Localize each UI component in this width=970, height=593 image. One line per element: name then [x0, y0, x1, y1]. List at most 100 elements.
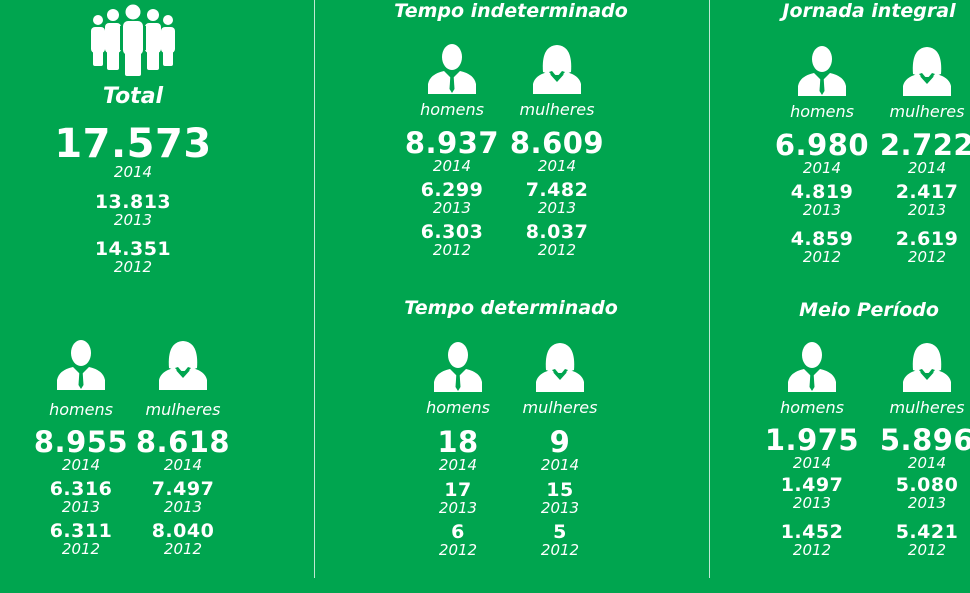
women-value-2012: 2.619	[895, 228, 959, 250]
women-label: mulheres	[889, 398, 965, 417]
divider-right	[709, 0, 710, 578]
men-year-2014: 2014	[432, 157, 472, 175]
women-value-2014: 8.609	[509, 126, 605, 160]
divider-left	[314, 0, 315, 578]
total-section: Total 17.573 2014 13.813 2013 14.351 201…	[0, 0, 314, 593]
women-year-2014: 2014	[540, 456, 580, 474]
men-value-2014: 18	[437, 425, 479, 459]
women-year-2013: 2013	[163, 498, 203, 516]
women-value-2014: 5.896	[879, 423, 970, 457]
women-year-2013: 2013	[907, 201, 947, 219]
men-value-2012: 6	[451, 521, 465, 543]
indeterminado-title: Tempo indeterminado	[394, 0, 628, 22]
men-year-2013: 2013	[432, 199, 472, 217]
men-value-2014: 6.980	[774, 128, 870, 162]
women-label: mulheres	[522, 398, 598, 417]
women-label: mulheres	[145, 400, 221, 419]
men-value-2013: 6.316	[49, 478, 113, 500]
men-value-2012: 6.311	[49, 520, 113, 542]
meio-title: Meio Período	[799, 299, 939, 321]
men-year-2012: 2012	[61, 540, 101, 558]
women-year-2014: 2014	[537, 157, 577, 175]
indeterminado-women-column: mulheres 8.609 2014 7.482 2013 8.037 201…	[502, 42, 612, 259]
women-value-2013: 7.482	[525, 179, 589, 201]
women-year-2013: 2013	[537, 199, 577, 217]
women-year-2012: 2012	[907, 541, 947, 559]
men-year-2013: 2013	[438, 499, 478, 517]
men-year-2014: 2014	[802, 159, 842, 177]
women-value-2012: 5	[553, 521, 567, 543]
determinado-women-column: mulheres 9 2014 15 2013 5 2012	[505, 340, 615, 559]
men-value-2014: 1.975	[764, 423, 860, 457]
women-value-2014: 8.618	[135, 425, 231, 459]
total-main-value: 17.573	[54, 121, 212, 167]
total-history-2012: 14.351 2012	[78, 239, 188, 276]
men-year-2012: 2012	[438, 541, 478, 559]
woman-icon	[536, 343, 584, 392]
women-value-2014: 2.722	[879, 128, 970, 162]
men-year-2014: 2014	[792, 454, 832, 472]
men-label: homens	[780, 398, 844, 417]
women-value-2012: 8.037	[525, 221, 589, 243]
women-year-2012: 2012	[907, 248, 947, 266]
man-icon	[788, 342, 836, 392]
total-main-year: 2014	[113, 163, 153, 181]
men-year-2013: 2013	[792, 494, 832, 512]
integral-women-column: mulheres 2.722 2014 2.417 2013 2.619 201…	[872, 44, 970, 266]
total-women-column: mulheres 8.618 2014 7.497 2013 8.040 201…	[128, 338, 238, 558]
total-men-column: homens 8.955 2014 6.316 2013 6.311 2012	[26, 338, 136, 558]
women-value-2013: 5.080	[895, 474, 959, 496]
total-history-year: 2013	[113, 211, 153, 229]
women-value-2013: 2.417	[895, 181, 959, 203]
men-label: homens	[49, 400, 113, 419]
meio-men-column: homens 1.975 2014 1.497 2013 1.452 2012	[757, 340, 867, 559]
woman-icon	[903, 343, 951, 392]
total-history-value: 14.351	[94, 238, 172, 260]
men-value-2013: 4.819	[790, 181, 854, 203]
men-value-2012: 1.452	[780, 521, 844, 543]
integral-men-column: homens 6.980 2014 4.819 2013 4.859 2012	[767, 44, 877, 266]
woman-icon	[159, 341, 207, 390]
women-year-2012: 2012	[537, 241, 577, 259]
men-year-2012: 2012	[802, 248, 842, 266]
determinado-title: Tempo determinado	[404, 297, 618, 319]
men-value-2014: 8.937	[404, 126, 500, 160]
women-value-2012: 5.421	[895, 521, 959, 543]
woman-icon	[903, 47, 951, 96]
woman-icon	[533, 45, 581, 94]
men-year-2012: 2012	[792, 541, 832, 559]
man-icon	[798, 46, 846, 96]
women-year-2014: 2014	[907, 454, 947, 472]
women-year-2013: 2013	[540, 499, 580, 517]
women-year-2012: 2012	[540, 541, 580, 559]
men-year-2012: 2012	[432, 241, 472, 259]
determinado-men-column: homens 18 2014 17 2013 6 2012	[403, 340, 513, 559]
man-icon	[57, 340, 105, 390]
women-year-2013: 2013	[907, 494, 947, 512]
men-value-2013: 6.299	[420, 179, 484, 201]
total-main: 17.573 2014	[33, 124, 233, 181]
meio-women-column: mulheres 5.896 2014 5.080 2013 5.421 201…	[872, 340, 970, 559]
women-value-2014: 9	[549, 425, 571, 459]
men-year-2014: 2014	[438, 456, 478, 474]
women-value-2012: 8.040	[151, 520, 215, 542]
men-year-2014: 2014	[61, 456, 101, 474]
women-year-2014: 2014	[907, 159, 947, 177]
women-year-2012: 2012	[163, 540, 203, 558]
women-year-2014: 2014	[163, 456, 203, 474]
women-value-2013: 15	[546, 479, 574, 501]
men-value-2012: 4.859	[790, 228, 854, 250]
women-value-2013: 7.497	[151, 478, 215, 500]
man-icon	[434, 342, 482, 392]
men-label: homens	[426, 398, 490, 417]
total-history-value: 13.813	[94, 191, 172, 213]
men-value-2013: 17	[444, 479, 472, 501]
men-value-2013: 1.497	[780, 474, 844, 496]
man-icon	[428, 44, 476, 94]
men-value-2012: 6.303	[420, 221, 484, 243]
men-year-2013: 2013	[802, 201, 842, 219]
women-label: mulheres	[519, 100, 595, 119]
men-label: homens	[420, 100, 484, 119]
men-year-2013: 2013	[61, 498, 101, 516]
total-title: Total	[102, 84, 164, 109]
